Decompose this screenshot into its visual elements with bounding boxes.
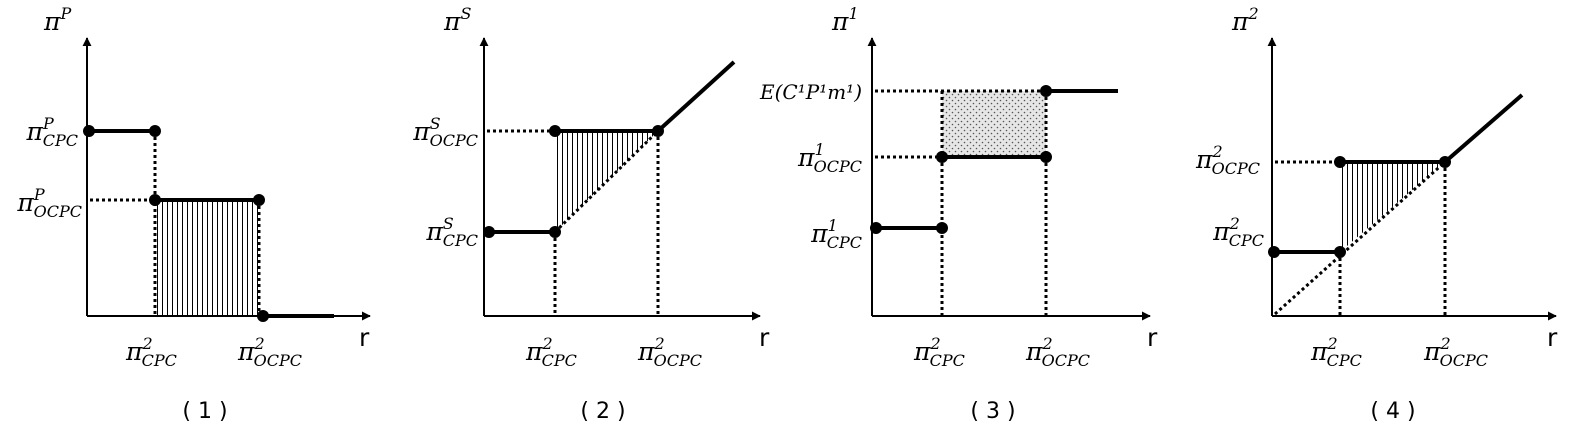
y-tick-label: πS CPC <box>425 214 478 250</box>
y-axis-label: π2 <box>1231 4 1259 36</box>
point-marker <box>149 125 161 137</box>
panel-4: π2 r π2 OCPC π2 CPC π2 CPC π2 OCPC ( 4 ) <box>1195 4 1558 424</box>
point-marker <box>936 151 948 163</box>
x-axis-label: r <box>759 323 770 352</box>
y-tick-label: π1 CPC <box>810 216 862 252</box>
point-marker <box>257 310 269 322</box>
y-tick-label: π2 CPC <box>1212 214 1264 250</box>
point-marker <box>936 222 948 234</box>
point-marker <box>253 194 265 206</box>
panel-caption: ( 2 ) <box>580 399 625 424</box>
x-tick-label: π2 CPC <box>125 334 177 370</box>
y-axis-label: πS <box>443 4 471 36</box>
hatched-region <box>155 200 259 316</box>
x-tick-label: π2 OCPC <box>1025 334 1090 370</box>
point-marker <box>1268 246 1280 258</box>
panel-caption: ( 3 ) <box>970 399 1015 424</box>
rising-segment <box>1443 93 1524 164</box>
y-tick-label: πS OCPC <box>412 114 478 150</box>
point-marker <box>1334 246 1346 258</box>
panel-3: π1 r E(C¹P¹m¹) π1 OCPC π1 CPC π2 CPC π2 OCPC… <box>759 4 1158 424</box>
point-marker <box>652 125 664 137</box>
point-marker <box>149 194 161 206</box>
panel-caption: ( 1 ) <box>182 399 227 424</box>
x-tick-label: π2 CPC <box>913 334 965 370</box>
point-marker <box>870 222 882 234</box>
x-axis-label: r <box>359 323 370 352</box>
y-tick-label: πP OCPC <box>16 185 82 221</box>
x-axis-label: r <box>1147 323 1158 352</box>
x-axis-label: r <box>1547 323 1558 352</box>
y-tick-label: πP CPC <box>26 114 78 150</box>
point-marker <box>549 125 561 137</box>
x-tick-label: π2 CPC <box>525 334 577 370</box>
x-tick-label: π2 CPC <box>1310 334 1362 370</box>
y-axis-label: πP <box>43 4 71 36</box>
y-axis-label: π1 <box>831 4 859 36</box>
y-tick-label: π2 OCPC <box>1195 142 1260 178</box>
panel-2: πS r πS OCPC πS CPC π2 CPC π2 OCPC ( 2 ) <box>412 4 770 424</box>
x-tick-label: π2 OCPC <box>237 334 302 370</box>
point-marker <box>1040 85 1052 97</box>
dotted-region <box>942 91 1046 157</box>
panel-1: πP r πP CPC πP OCPC π2 CPC π2 OCPC ( 1 ) <box>16 4 371 424</box>
panel-caption: ( 4 ) <box>1370 399 1415 424</box>
guide-line <box>553 129 660 234</box>
point-marker <box>83 125 95 137</box>
rising-segment <box>656 60 736 133</box>
diagonal-guide <box>1274 160 1446 316</box>
x-tick-label: π2 OCPC <box>637 334 702 370</box>
y-tick-label: π1 OCPC <box>797 140 862 176</box>
point-marker <box>549 226 561 238</box>
y-tick-label: E(C¹P¹m¹) <box>759 80 862 104</box>
point-marker <box>483 226 495 238</box>
x-tick-label: π2 OCPC <box>1423 334 1488 370</box>
point-marker <box>1040 151 1052 163</box>
point-marker <box>1439 156 1451 168</box>
point-marker <box>1334 156 1346 168</box>
